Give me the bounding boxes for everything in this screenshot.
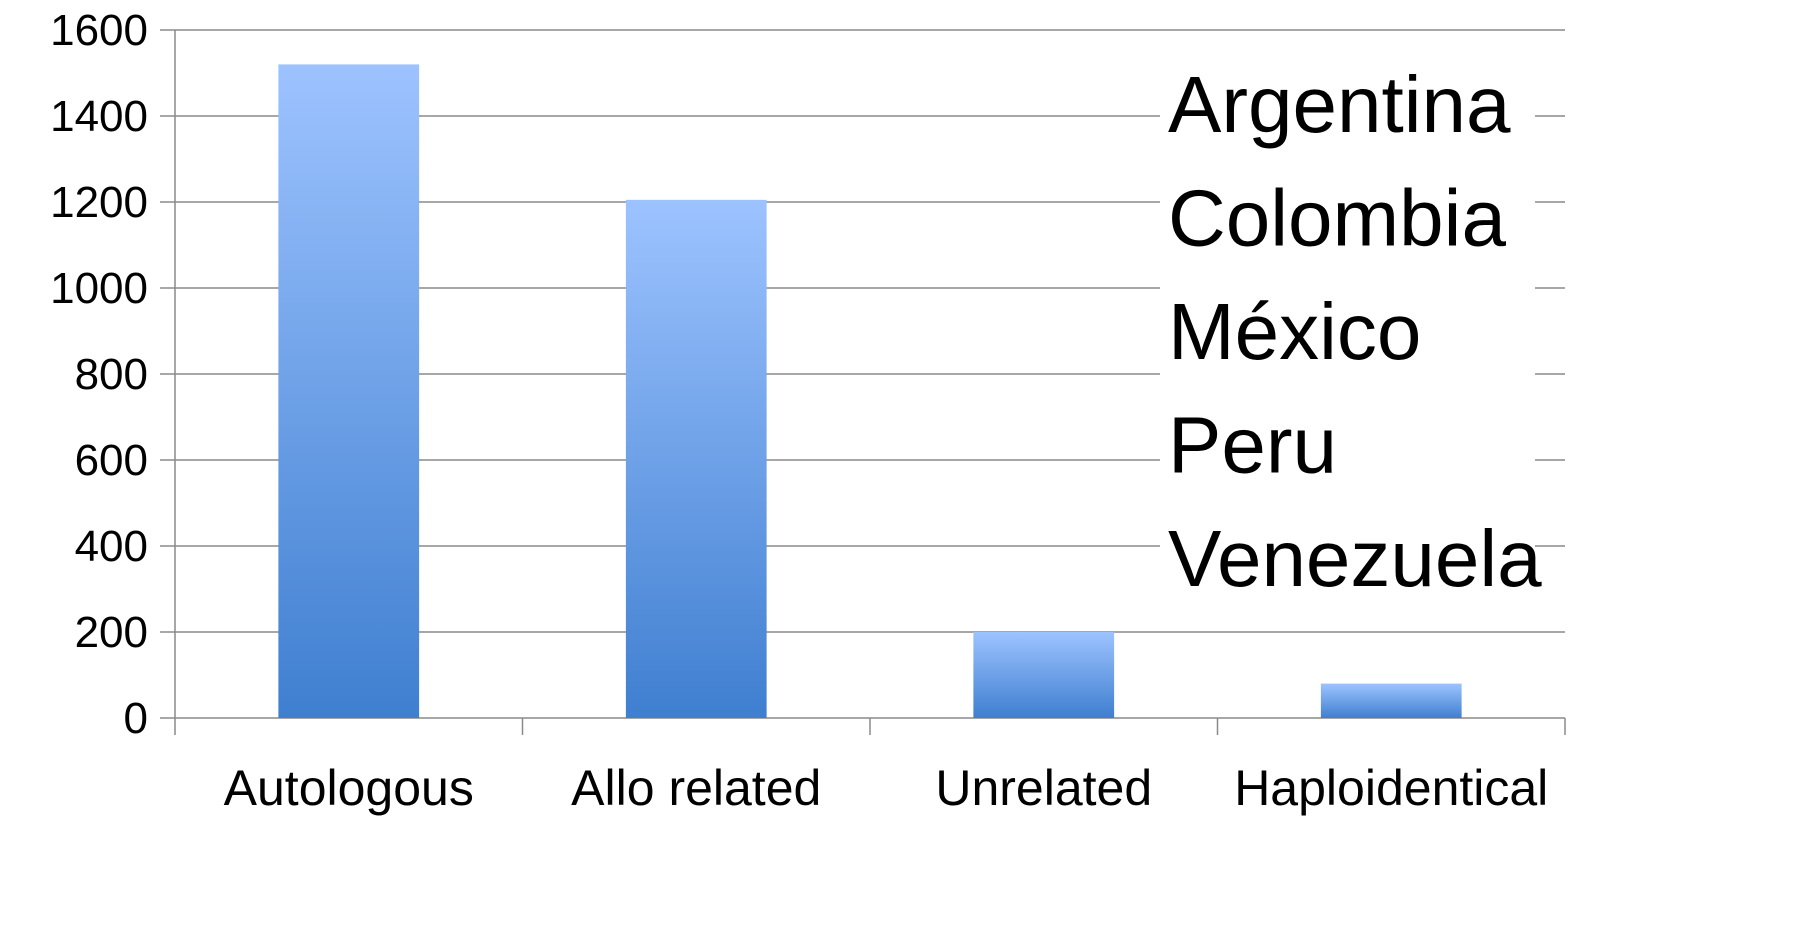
- y-tick-labels: 0 200 400 600 800 1000 1200 1400 1600: [50, 6, 148, 743]
- x-tick-labels: Autologous Allo related Unrelated Haploiden…: [224, 760, 1549, 816]
- bar-autologous: [278, 64, 420, 718]
- x-tick-label: Autologous: [224, 760, 474, 816]
- y-tick-label: 400: [75, 522, 148, 571]
- y-tick-label: 800: [75, 350, 148, 399]
- annotation-country: Peru: [1168, 401, 1337, 490]
- annotation-country: México: [1168, 287, 1421, 376]
- x-tick-label: Haploidentical: [1234, 760, 1548, 816]
- y-tick-label: 1400: [50, 92, 148, 141]
- bar-haploidentical: [1320, 683, 1462, 718]
- bar-allo-related: [625, 199, 767, 719]
- annotation-country: Colombia: [1168, 174, 1506, 263]
- annotation-country: Venezuela: [1168, 514, 1542, 603]
- x-tick-label: Allo related: [571, 760, 821, 816]
- bar-unrelated: [973, 632, 1115, 718]
- x-tick-label: Unrelated: [935, 760, 1152, 816]
- annotation-country: Argentina: [1168, 60, 1511, 149]
- annotation-background: [1160, 55, 1535, 585]
- y-tick-label: 0: [124, 694, 148, 743]
- y-tick-label: 1600: [50, 6, 148, 55]
- y-tick-label: 1000: [50, 264, 148, 313]
- y-tick-label: 1200: [50, 178, 148, 227]
- y-tick-label: 200: [75, 608, 148, 657]
- y-tick-label: 600: [75, 436, 148, 485]
- country-annotation: Argentina Colombia México Peru Venezuela: [1160, 55, 1542, 603]
- bars: [278, 64, 1462, 719]
